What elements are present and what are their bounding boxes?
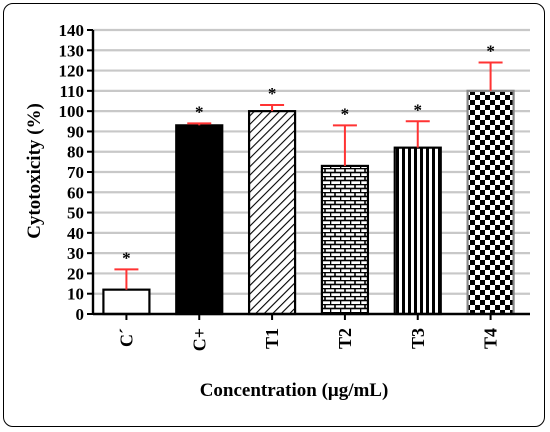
y-tick-label: 90 <box>67 122 84 141</box>
y-tick-label: 130 <box>59 41 85 60</box>
significance-star: * <box>268 84 277 103</box>
significance-star: * <box>195 102 204 121</box>
y-tick-label: 20 <box>67 264 84 283</box>
axes <box>87 29 530 320</box>
significance-markers: * * * * * * <box>122 41 495 267</box>
x-tick-label: T3 <box>408 328 428 349</box>
x-axis-label: Concentration (μg/mL) <box>200 380 389 401</box>
y-tick-label: 120 <box>59 62 85 81</box>
y-tick-label: 140 <box>59 21 85 40</box>
bar-5 <box>393 146 442 316</box>
bar-4 <box>320 164 370 316</box>
chart-frame <box>3 3 545 427</box>
x-tick-label: T1 <box>262 328 282 349</box>
significance-star: * <box>414 100 423 119</box>
y-tick-label: 10 <box>67 285 84 304</box>
x-tick-label: C+ <box>189 328 209 351</box>
x-tick-label: C´ <box>116 328 136 347</box>
y-tick-label: 110 <box>59 82 84 101</box>
y-tick-label: 50 <box>67 204 84 223</box>
bar-1 <box>102 288 151 316</box>
y-tick-label: 80 <box>67 143 84 162</box>
error-bars <box>114 61 503 290</box>
bar-3 <box>247 110 297 316</box>
significance-star: * <box>341 104 350 123</box>
x-tick-label: T4 <box>481 328 501 349</box>
x-tick-labels: C´ C+ T1 T2 T3 T4 <box>116 328 500 351</box>
significance-star: * <box>122 248 131 267</box>
significance-star: * <box>486 41 495 60</box>
y-tick-label: 70 <box>67 163 84 182</box>
bar-6 <box>466 89 515 316</box>
y-tick-label: 30 <box>67 244 84 263</box>
y-tick-label: 40 <box>67 224 84 243</box>
y-axis-label: Cytotoxicity (%) <box>24 103 45 239</box>
bar-2 <box>175 124 224 316</box>
gridlines <box>93 28 530 295</box>
y-tick-label: 60 <box>67 183 84 202</box>
x-tick-label: T2 <box>335 328 355 349</box>
y-tick-label: 100 <box>59 102 85 121</box>
y-tick-label: 0 <box>76 305 85 324</box>
bars <box>102 89 515 316</box>
